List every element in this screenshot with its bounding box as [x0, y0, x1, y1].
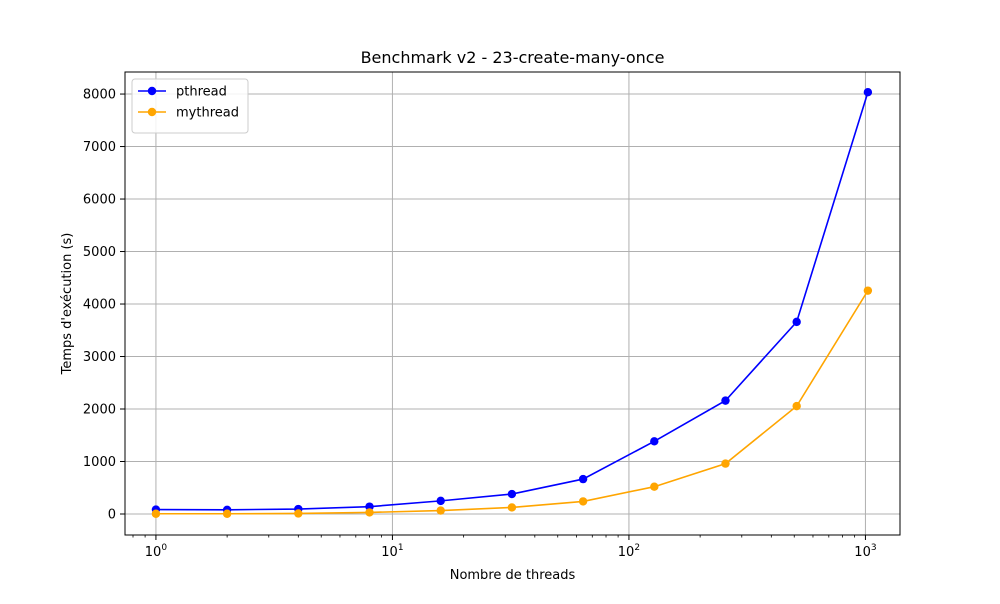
y-tick-label: 3000	[83, 350, 116, 365]
x-tick-label: 101	[381, 543, 403, 560]
axis-ticks: 100 101 102 103 0 1000 2000 3000 4000 5000 6000 700…	[83, 88, 877, 560]
x-tick-label: 100	[145, 543, 168, 560]
data-point-mythread	[721, 459, 730, 468]
data-point-pthread	[863, 88, 873, 97]
grid-lines	[125, 72, 900, 535]
data-point-mythread	[294, 509, 303, 518]
data-point-mythread	[650, 482, 659, 491]
data-point-pthread	[721, 396, 730, 405]
series-layer	[151, 88, 873, 518]
y-axis-title: Temps d'exécution (s)	[60, 233, 75, 376]
y-tick-label: 8000	[83, 88, 116, 103]
data-point-mythread	[792, 401, 801, 411]
x-tick-label: 103	[854, 543, 876, 560]
plot-frame	[124, 71, 901, 536]
data-point-pthread	[650, 437, 659, 446]
legend-marker-mythread	[147, 107, 157, 117]
x-axis-title: Nombre de threads	[450, 568, 576, 583]
data-point-pthread	[792, 317, 801, 327]
y-tick-label: 4000	[83, 298, 116, 313]
legend-box	[131, 78, 249, 134]
x-tick-label: 102	[618, 543, 640, 560]
data-point-pthread	[507, 489, 517, 499]
data-point-pthread	[436, 496, 445, 506]
y-tick-label: 0	[108, 508, 116, 523]
data-point-mythread	[507, 503, 517, 512]
chart-title: Benchmark v2 - 23-create-many-once	[361, 48, 665, 67]
data-point-mythread	[578, 497, 588, 506]
y-tick-label: 5000	[83, 245, 116, 260]
series-mythread	[151, 286, 873, 518]
legend-label-mythread: mythread	[176, 106, 239, 121]
y-tick-label: 2000	[83, 403, 116, 418]
y-tick-label: 6000	[83, 193, 116, 208]
legend-label-pthread: pthread	[176, 85, 227, 100]
data-point-pthread	[578, 474, 588, 484]
data-point-mythread	[222, 509, 232, 518]
data-point-mythread	[436, 506, 445, 515]
data-point-mythread	[863, 286, 873, 295]
y-tick-label: 7000	[83, 140, 116, 155]
y-tick-label: 1000	[83, 455, 116, 470]
data-point-mythread	[151, 509, 161, 518]
legend: pthread mythread	[131, 78, 249, 134]
legend-marker-pthread	[147, 86, 157, 96]
data-point-mythread	[365, 508, 374, 517]
data-point-pthread	[365, 502, 374, 511]
